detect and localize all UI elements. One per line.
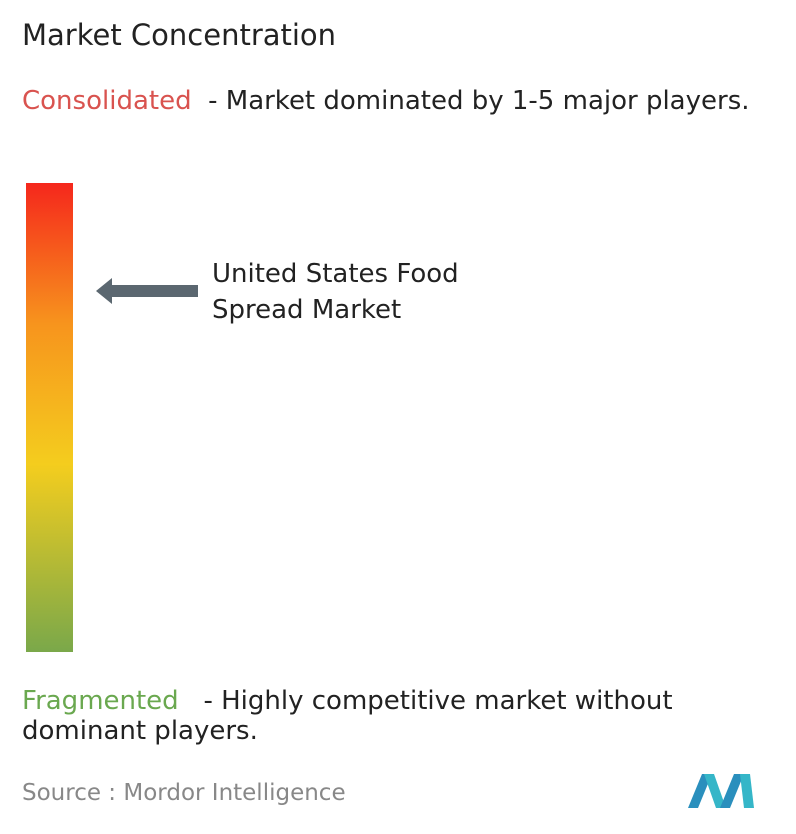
- fragmented-label: Fragmented: [22, 686, 179, 716]
- consolidated-description: - Market dominated by 1-5 major players.: [208, 86, 750, 116]
- source-label: Source :: [22, 780, 117, 806]
- marker-label: United States Food Spread Market: [212, 259, 459, 325]
- logo: [688, 774, 754, 808]
- arrow: [96, 278, 198, 304]
- fragmented-text: Fragmented - Highly competitive market w…: [22, 686, 792, 746]
- consolidated-label: Consolidated: [22, 86, 192, 116]
- fragmented-description: - Highly competitive market without domi…: [22, 686, 673, 746]
- gradient-bar: [26, 183, 73, 652]
- title: Market Concentration: [22, 18, 337, 52]
- scale-graphic: [26, 183, 198, 652]
- consolidated-text: Consolidated - Market dominated by 1-5 m…: [22, 86, 792, 116]
- source: Source : Mordor Intelligence: [22, 780, 346, 806]
- source-name: Mordor Intelligence: [123, 780, 346, 806]
